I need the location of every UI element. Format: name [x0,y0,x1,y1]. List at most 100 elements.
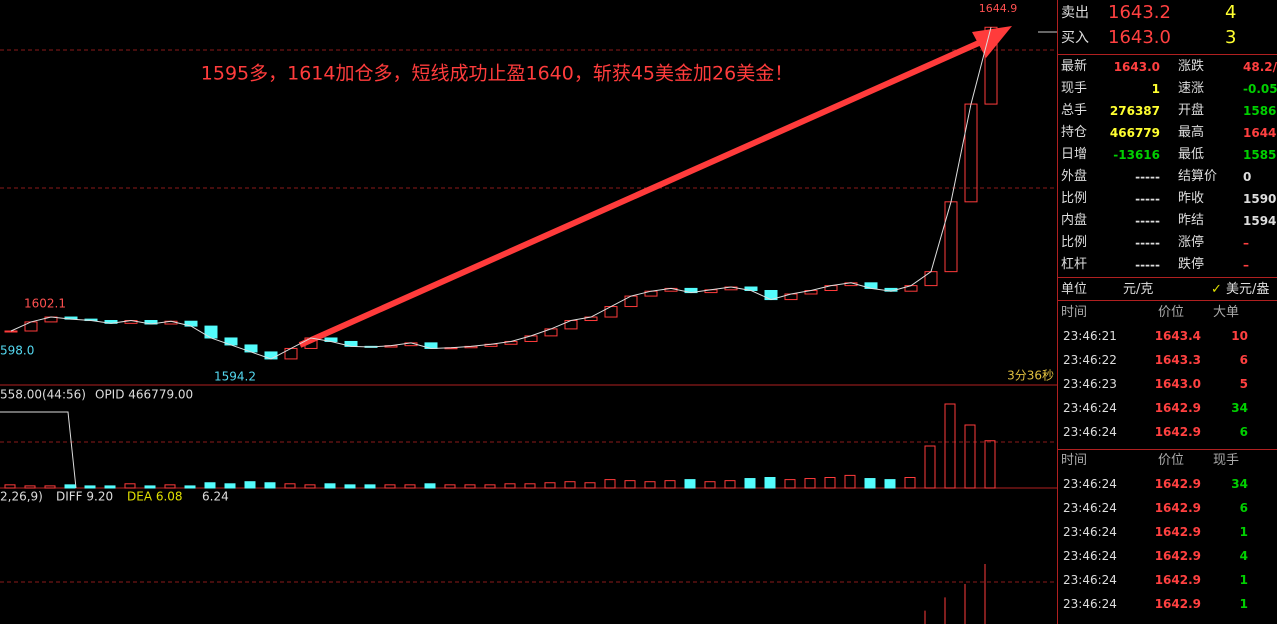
volume-bar [664,480,676,489]
table-header: 大单 [1213,305,1240,320]
trade-qty: 4 [1239,549,1248,563]
candle [944,201,958,273]
opid-line [0,411,77,489]
arrow-head [972,26,1012,58]
stat-label: 外盘 [1061,169,1088,184]
stat-label: 跌停 [1178,257,1205,272]
stat-label: 速涨 [1178,81,1205,96]
volume-bar [4,484,16,489]
stat-label: 开盘 [1178,103,1205,118]
trade-price: 1642.9 [1154,401,1201,415]
stat-label: 涨跌 [1178,59,1205,74]
volume-bar [584,482,596,489]
candle [204,325,218,339]
volume-bar [604,479,616,489]
volume-bar [524,483,536,489]
stat-value: 1594 [1243,214,1277,228]
trade-qty: 6 [1239,425,1248,439]
trade-price: 1642.9 [1154,425,1201,439]
stat-label: 日增 [1061,147,1088,162]
volume-bar [184,485,196,489]
trade-qty: 1 [1239,597,1248,611]
annotation: 1595多，1614加仓多，短线成功止盈1640，斩获45美金加26美金！ [201,63,793,85]
trade-time: 23:46:24 [1063,573,1117,587]
stat-value: 466779 [1109,126,1160,140]
trade-time: 23:46:24 [1063,477,1117,491]
chart: 1595多，1614加仓多，短线成功止盈1640，斩获45美金加26美金！ 16… [0,2,1057,624]
stat-value: 1585 [1243,148,1277,162]
trade-price: 1643.0 [1154,377,1201,391]
quote-qty: 4 [1225,2,1237,23]
stat-label: 持仓 [1061,125,1088,140]
volume-bar [464,484,476,489]
volume-bar [244,481,256,489]
volume-bar [504,483,516,489]
arrow [298,26,1012,348]
volume-bar [824,477,836,489]
trade-time: 23:46:23 [1063,377,1117,391]
stat-label: 最高 [1178,125,1205,140]
arrow-shaft [298,35,992,348]
volume-bar [444,484,456,489]
unit-option: 美元/盎 [1226,282,1270,297]
trade-qty: 1 [1239,525,1248,539]
volume-bar [744,478,756,489]
candle [604,306,618,318]
trade-price: 1642.9 [1154,477,1201,491]
candle [924,271,938,287]
volume-bar [484,484,496,489]
separator [1058,300,1277,301]
stat-label: 内盘 [1061,213,1088,228]
quote-qty: 3 [1225,27,1237,48]
volume-bar [964,424,976,489]
quote-label: 卖出 [1061,5,1089,21]
unit-label: 单位 [1061,282,1088,297]
volume-bar [284,483,296,489]
stat-value: 276387 [1109,104,1160,118]
trade-qty: 1 [1239,573,1248,587]
volume-bar [944,403,956,489]
volume-header: 558.00(44:56) [0,388,86,402]
trade-price: 1642.9 [1154,597,1201,611]
stat-value: 1643.0 [1113,60,1160,74]
separator [1058,54,1277,55]
macd-params: 2,26,9) [0,490,43,504]
candle [284,347,298,360]
trade-qty: 6 [1239,353,1248,367]
quote-price: 1643.2 [1108,2,1171,23]
stat-label: 昨收 [1178,191,1205,206]
trade-time: 23:46:24 [1063,425,1117,439]
volume-bar [44,485,56,489]
stat-value: – [1243,258,1249,272]
table-header: 价位 [1158,305,1185,320]
volume-bar [624,480,636,489]
stat-value: 1 [1151,82,1160,96]
unit-option: 元/克 [1123,282,1154,297]
volume-bar [224,483,236,489]
stat-label: 比例 [1061,191,1088,206]
left-high-label: 1602.1 [24,297,66,311]
volume-bar [764,477,776,489]
stat-value: -0.05 [1243,82,1277,96]
volume-bar [864,478,876,489]
stat-label: 结算价 [1178,169,1218,184]
volume-bar [24,485,36,489]
trade-time: 23:46:22 [1063,353,1117,367]
timer: 3分36秒 [1007,369,1054,383]
stat-value: ----- [1135,258,1160,272]
candle [964,103,978,203]
stat-label: 比例 [1061,235,1088,250]
stat-value: -13616 [1113,148,1160,162]
volume-bar [104,485,116,489]
stat-value: 48.2/3.02 [1243,60,1277,74]
candle [624,295,638,308]
volume-bar [784,479,796,489]
check-icon[interactable]: ✓ [1211,282,1222,297]
volume-bar [684,479,696,489]
trade-time: 23:46:24 [1063,549,1117,563]
volume-bar [164,484,176,489]
stat-value: 1586 [1243,104,1277,118]
candle [4,330,18,333]
volume-bar [204,482,216,489]
